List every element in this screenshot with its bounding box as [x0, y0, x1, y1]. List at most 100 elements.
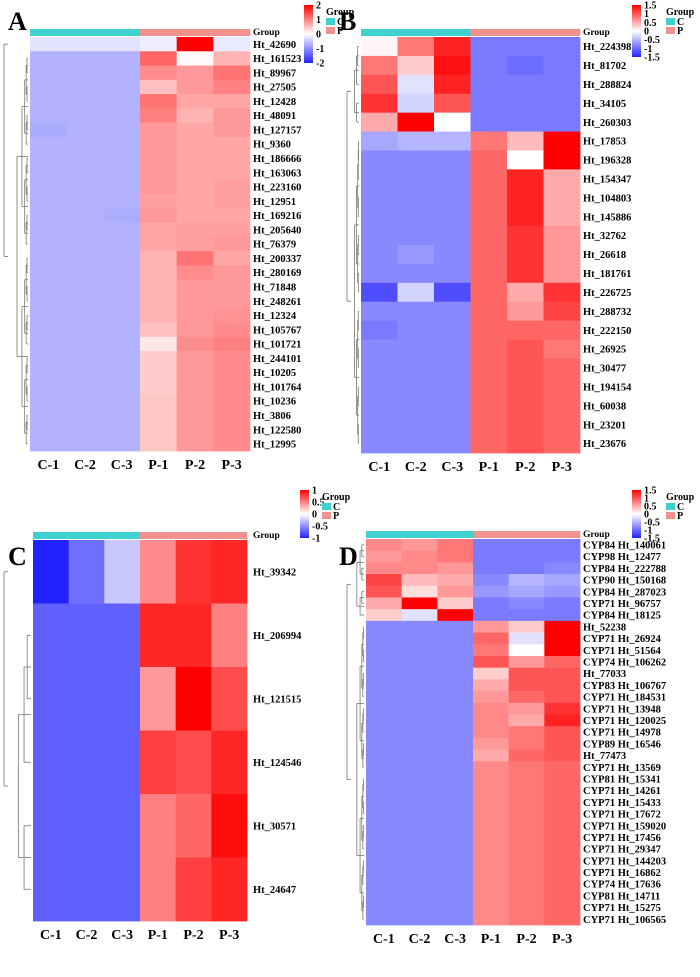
heatmap-cell [434, 93, 471, 114]
group-bar-cell [507, 29, 544, 36]
heatmap-cell [140, 194, 178, 209]
heatmap-cell [508, 597, 545, 610]
column-label: P-1 [479, 460, 499, 475]
heatmap-cell [473, 854, 510, 867]
heatmap-cell [176, 37, 214, 52]
group-bar-cell [437, 531, 474, 538]
heatmap-cell [103, 265, 141, 281]
heatmap-cell [470, 263, 508, 284]
row-label: CYP71 Ht_26924 [583, 634, 662, 645]
heatmap-cell [33, 730, 70, 795]
heatmap-cell [361, 74, 398, 95]
heatmap-cell [30, 94, 68, 109]
heatmap-cell [213, 422, 251, 438]
heatmap-cell [507, 415, 544, 435]
heatmap-cell [473, 726, 510, 739]
heatmap-cell [140, 794, 177, 858]
heatmap-cell [434, 226, 471, 246]
color-scale-bar [300, 490, 309, 538]
heatmap-cell [30, 265, 68, 281]
heatmap-cell [175, 667, 212, 731]
heatmap-cell [213, 308, 251, 323]
heatmap-cell [213, 65, 251, 81]
heatmap-cell [434, 150, 471, 170]
heatmap-cell [366, 819, 403, 832]
heatmap-cell [397, 358, 435, 378]
column-label: P-2 [183, 928, 203, 943]
heatmap-cell [397, 245, 435, 265]
heatmap-cell [30, 365, 68, 381]
heatmap-cell [543, 358, 581, 378]
heatmap-cell [30, 51, 68, 66]
heatmap-cell [366, 831, 403, 844]
column-label: C-2 [76, 928, 98, 943]
heatmap-cell [366, 691, 403, 704]
heatmap-cell [397, 320, 435, 340]
heatmap-cell [473, 761, 510, 774]
heatmap-cell [30, 393, 68, 409]
row-label: Ht_10205 [253, 368, 296, 379]
group-legend-label-p: P [333, 511, 339, 522]
group-bar-cell [68, 532, 105, 539]
column-label: P-3 [552, 460, 572, 475]
heatmap-cell [213, 194, 251, 209]
row-label: Ht_17853 [583, 137, 626, 148]
heatmap-cell [66, 222, 104, 238]
row-label: Ht_122580 [253, 425, 301, 436]
heatmap-cell [437, 585, 474, 598]
heatmap-cell [434, 245, 471, 265]
row-label: Ht_186666 [253, 154, 301, 165]
heatmap-cell [473, 714, 510, 727]
heatmap-cell [366, 550, 403, 563]
heatmap-cell [437, 737, 474, 750]
heatmap-cell [33, 603, 70, 668]
heatmap-cell [473, 691, 510, 704]
row-label: CYP71 Ht_120025 [583, 716, 666, 727]
heatmap-cell [140, 857, 177, 922]
heatmap-cell [176, 194, 214, 209]
row-label: CYP71 Ht_17456 [583, 833, 661, 844]
heatmap-cell [543, 131, 581, 151]
heatmap-cell [437, 679, 474, 692]
row-label: CYP71 Ht_184531 [583, 693, 666, 704]
row-label: Ht_76379 [253, 240, 296, 251]
heatmap-cell [544, 866, 581, 879]
heatmap-cell [104, 667, 141, 731]
heatmap-cell [103, 279, 141, 295]
heatmap-cell [544, 620, 581, 633]
column-label: C-3 [111, 928, 133, 943]
heatmap-cell [103, 365, 141, 381]
group-bar-cell [66, 29, 104, 36]
heatmap-cell [401, 574, 438, 587]
heatmap-cell [66, 108, 104, 124]
heatmap-cell [66, 322, 104, 338]
heatmap-cell [103, 37, 141, 52]
heatmap-cell [508, 796, 545, 809]
heatmap-cell [401, 714, 438, 727]
heatmap-cell [176, 236, 214, 252]
heatmap-cell [508, 819, 545, 832]
heatmap-cell [434, 282, 471, 303]
heatmap-cell [361, 131, 398, 151]
panel-letter: D [339, 542, 358, 571]
row-label: Ht_121515 [253, 694, 301, 705]
column-label: C-1 [37, 458, 59, 473]
heatmap-cell [508, 585, 545, 598]
group-bar-label: Group [253, 28, 280, 38]
heatmap-cell [508, 854, 545, 867]
group-legend-label-p: P [677, 511, 683, 522]
heatmap-cell [176, 94, 214, 109]
heatmap-cell [361, 282, 398, 303]
row-label: CYP71 Ht_159020 [583, 821, 666, 832]
column-label: C-3 [441, 460, 463, 475]
heatmap-cell [366, 574, 403, 587]
heatmap-cell [544, 878, 581, 891]
heatmap-cell [30, 37, 68, 52]
heatmap-cell [66, 65, 104, 81]
color-scale-tick: 1 [312, 486, 317, 497]
heatmap-cell [437, 831, 474, 844]
heatmap-cell [544, 574, 581, 587]
heatmap-cell [103, 108, 141, 124]
heatmap-cell [176, 408, 214, 423]
heatmap-cell [508, 726, 545, 739]
